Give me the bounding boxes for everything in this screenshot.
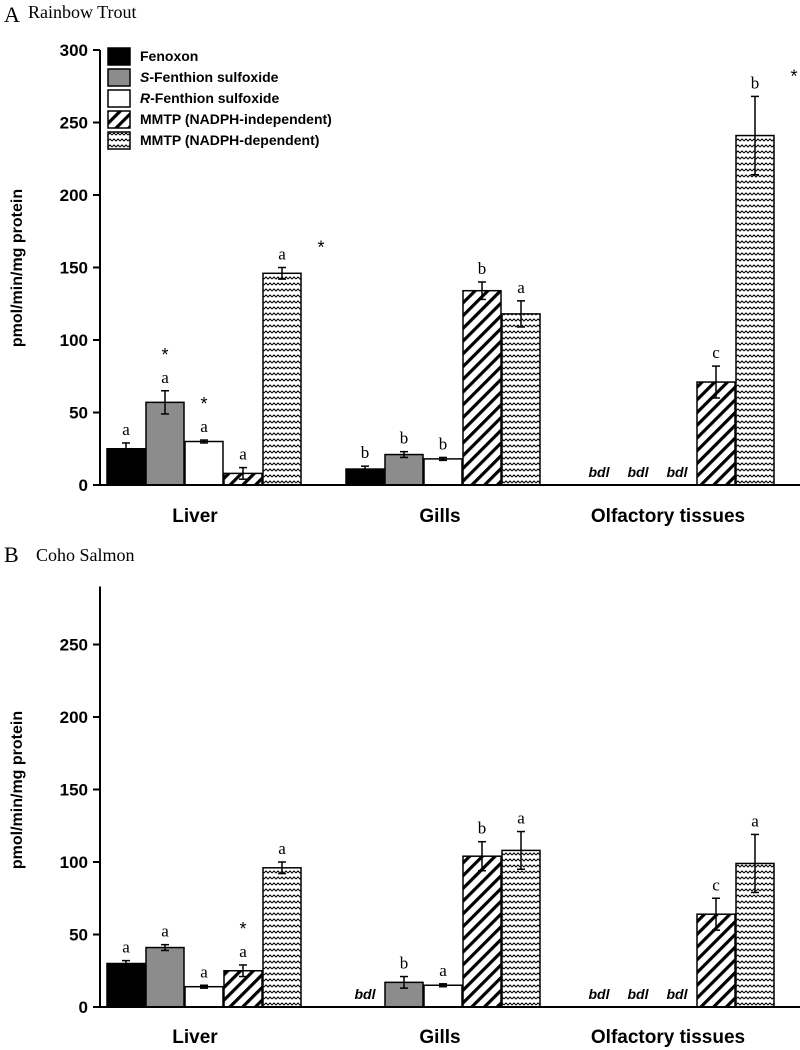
category-label: Gills	[419, 506, 460, 527]
bdl-label: bdl	[589, 464, 611, 480]
significance-letter: b	[361, 443, 370, 462]
significance-letter: b	[751, 73, 760, 92]
legend-label-fenoxon: Fenoxon	[140, 48, 198, 64]
significance-letter: c	[712, 875, 720, 894]
bar-mmtp-nadph-dependent	[262, 867, 302, 1008]
significance-letter: a	[122, 938, 130, 957]
asterisk-marker: *	[239, 919, 246, 939]
bdl-label: bdl	[589, 986, 611, 1002]
significance-letter: a	[239, 445, 247, 464]
legend: Fenoxon S-Fenthion sulfoxide R-Fenthion su…	[107, 47, 332, 150]
bdl-label: bdl	[355, 986, 377, 1002]
asterisk-marker: *	[317, 238, 324, 258]
y-tick-label: 150	[60, 259, 88, 278]
significance-letter: a	[517, 278, 525, 297]
panel-rainbow-trout: A Rainbow Trout pmol/min/mg protein Feno…	[4, 2, 800, 527]
significance-letter: a	[751, 811, 759, 830]
significance-letter: b	[439, 434, 448, 453]
bar-r-fenthion-sulfoxide	[423, 984, 463, 1008]
significance-letter: b	[400, 429, 409, 448]
bar-mmtp-nadph-dependent	[262, 272, 302, 486]
significance-letter: b	[478, 819, 487, 838]
significance-letter: a	[122, 420, 130, 439]
y-tick-label: 100	[60, 331, 88, 350]
bar-r-fenthion-sulfoxide	[184, 985, 224, 1008]
bdl-label: bdl	[628, 986, 650, 1002]
panel-title-a: Rainbow Trout	[28, 2, 137, 22]
significance-letter: a	[161, 922, 169, 941]
significance-letter: a	[278, 245, 286, 264]
bars-b: a a a a * a bdl b a b a bdl bdl bdl c a	[106, 809, 775, 1008]
legend-label-mmtp-nadph-dependent: MMTP (NADPH-dependent)	[140, 132, 319, 148]
bar-fenoxon	[106, 962, 146, 1008]
panel-title-b: Coho Salmon	[36, 545, 135, 565]
legend-swatch-fenoxon	[107, 47, 131, 66]
category-label: Gills	[419, 1027, 460, 1048]
bar-mmtp-nadph-independent	[696, 381, 736, 486]
bar-r-fenthion-sulfoxide	[423, 458, 463, 486]
bar-mmtp-nadph-dependent	[501, 849, 541, 1008]
significance-letter: b	[400, 954, 409, 973]
significance-letter: b	[478, 259, 487, 278]
panel-letter-a: A	[4, 2, 20, 27]
legend-swatch-mmtp-nadph-dependent	[107, 131, 131, 150]
asterisk-marker: *	[161, 345, 168, 365]
bar-mmtp-nadph-independent	[462, 289, 502, 486]
panel-coho-salmon: B Coho Salmon pmol/min/mg protein 0 50 100…	[4, 542, 800, 1048]
category-label: Olfactory tissues	[591, 1027, 745, 1048]
legend-label-mmtp-nadph-independent: MMTP (NADPH-independent)	[140, 111, 332, 127]
legend-swatch-r-fenthion-sulfoxide	[107, 89, 131, 108]
legend-label-r-fenthion-sulfoxide: R-Fenthion sulfoxide	[140, 90, 279, 106]
bar-r-fenthion-sulfoxide	[184, 440, 224, 486]
bar-mmtp-nadph-dependent	[735, 134, 775, 486]
bar-s-fenthion-sulfoxide	[384, 453, 424, 486]
legend-swatch-mmtp-nadph-independent	[107, 110, 131, 129]
significance-letter: a	[200, 417, 208, 436]
y-tick-label: 100	[60, 853, 88, 872]
significance-letter: a	[161, 368, 169, 387]
y-tick-label: 200	[60, 186, 88, 205]
bdl-label: bdl	[667, 986, 689, 1002]
y-tick-label: 250	[60, 114, 88, 133]
category-label: Liver	[172, 506, 218, 527]
y-tick-label: 250	[60, 636, 88, 655]
bdl-label: bdl	[667, 464, 689, 480]
legend-label-s-fenthion-sulfoxide: S-Fenthion sulfoxide	[140, 69, 279, 85]
bar-s-fenthion-sulfoxide	[145, 401, 185, 486]
category-label: Olfactory tissues	[591, 506, 745, 527]
legend-swatch-s-fenthion-sulfoxide	[107, 68, 131, 87]
y-tick-label: 0	[79, 476, 88, 495]
bar-s-fenthion-sulfoxide	[145, 946, 185, 1008]
bar-mmtp-nadph-independent	[462, 855, 502, 1008]
y-tick-label: 300	[60, 41, 88, 60]
y-axis-title-b: pmol/min/mg protein	[9, 711, 26, 869]
category-labels-b: Liver Gills Olfactory tissues	[172, 1027, 745, 1048]
y-axis-ticks-a: 0 50 100 150 200 250 300	[60, 41, 100, 495]
panel-letter-b: B	[4, 542, 19, 567]
y-axis-title-a: pmol/min/mg protein	[9, 189, 26, 347]
asterisk-marker: *	[200, 394, 207, 414]
significance-letter: c	[712, 343, 720, 362]
bdl-label: bdl	[628, 464, 650, 480]
y-axis-ticks-b: 0 50 100 150 200 250	[60, 636, 100, 1017]
y-tick-label: 200	[60, 708, 88, 727]
significance-letter: a	[239, 942, 247, 961]
asterisk-marker: *	[790, 66, 797, 86]
y-tick-label: 50	[69, 926, 88, 945]
category-label: Liver	[172, 1027, 218, 1048]
significance-letter: a	[439, 961, 447, 980]
significance-letter: a	[278, 839, 286, 858]
bar-mmtp-nadph-dependent	[501, 313, 541, 486]
category-labels-a: Liver Gills Olfactory tissues	[172, 506, 745, 527]
y-tick-label: 0	[79, 998, 88, 1017]
significance-letter: a	[200, 962, 208, 981]
significance-letter: a	[517, 809, 525, 828]
bars-a: a a * a * a a * b b b b a bdl bdl bdl c b *	[106, 66, 798, 486]
y-tick-label: 50	[69, 404, 88, 423]
y-tick-label: 150	[60, 781, 88, 800]
